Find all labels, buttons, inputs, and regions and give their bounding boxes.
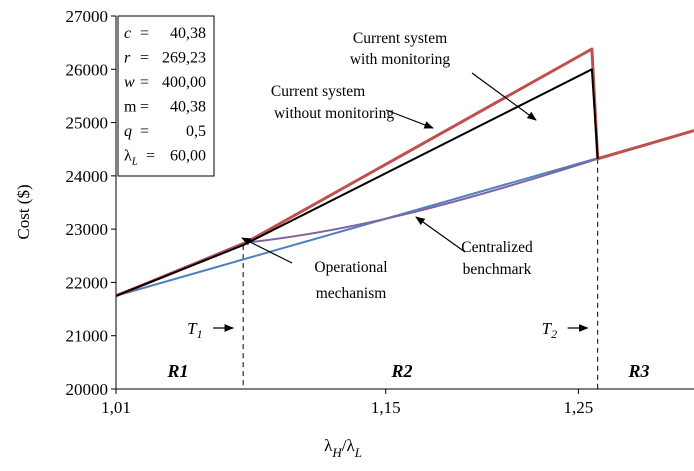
param-name-q: q xyxy=(124,123,132,140)
y-tick-label: 27000 xyxy=(66,7,109,26)
arrow-operational xyxy=(241,237,293,264)
thresholds: T1 T2 xyxy=(187,158,599,389)
label-current-with-monitoring-2: with monitoring xyxy=(350,51,451,68)
param-name-w: w xyxy=(124,74,135,91)
param-name-c: c xyxy=(124,25,131,42)
label-current-with-monitoring-1: Current system xyxy=(353,30,447,47)
x-tick-label: 1,25 xyxy=(564,398,594,417)
label-centralized-1: Centralized xyxy=(461,239,533,256)
param-list: c = 40,38r = 269,23w = 400,00m = 40,38q = 0,5λL = 60… xyxy=(124,25,206,168)
series xyxy=(115,47,694,298)
y-tick-label: 24000 xyxy=(66,167,109,186)
arrow-without-monitoring xyxy=(385,109,434,129)
param-value-3: 40,38 xyxy=(170,99,206,116)
param-eq: = xyxy=(140,50,149,67)
x-tick-label: 1,01 xyxy=(101,398,131,417)
y-ticks: 20000 21000 22000 23000 24000 25000 26000 27000 xyxy=(66,7,116,399)
y-tick-label: 23000 xyxy=(66,220,109,239)
arrow-with-monitoring xyxy=(471,72,537,121)
annotation-arrows xyxy=(241,72,537,264)
label-operational-1: Operational xyxy=(314,259,387,276)
x-tick-label: 1,15 xyxy=(371,398,401,417)
x-axis-title: λH/λL xyxy=(324,436,362,460)
param-eq: = xyxy=(140,123,149,140)
param-eq: = xyxy=(140,25,149,42)
param-eq: = xyxy=(140,99,149,116)
threshold-label-t2: T2 xyxy=(542,319,557,341)
region-r1: R1 xyxy=(166,361,188,381)
axes xyxy=(115,16,694,390)
threshold-label-t1: T1 xyxy=(187,319,202,341)
param-value-5: 60,00 xyxy=(170,148,206,165)
y-tick-label: 25000 xyxy=(66,114,109,133)
label-centralized-2: benchmark xyxy=(463,261,532,278)
label-current-without-monitoring-2: without monitoring xyxy=(274,105,394,122)
param-eq: = xyxy=(146,148,155,165)
param-value-0: 40,38 xyxy=(170,25,206,42)
param-name-m: m xyxy=(124,99,137,116)
param-value-1: 269,23 xyxy=(162,50,206,67)
region-r3: R3 xyxy=(627,361,649,381)
param-name-r: r xyxy=(124,50,131,67)
y-tick-label: 22000 xyxy=(66,273,109,292)
param-value-2: 400,00 xyxy=(162,74,206,91)
series-line-2 xyxy=(115,129,694,297)
param-name-lambda: λL xyxy=(124,148,138,168)
y-tick-label: 20000 xyxy=(66,380,109,399)
param-box-frame xyxy=(117,15,215,177)
y-tick-label: 21000 xyxy=(66,327,109,346)
series-line-1 xyxy=(115,68,599,297)
y-tick-label: 26000 xyxy=(66,60,109,79)
label-operational-2: mechanism xyxy=(316,285,387,302)
param-value-4: 0,5 xyxy=(186,123,206,140)
param-eq: = xyxy=(140,74,149,91)
label-current-without-monitoring-1: Current system xyxy=(271,83,365,100)
y-axis-title: Cost ($) xyxy=(14,184,33,239)
arrow-centralized xyxy=(415,216,466,253)
region-r2: R2 xyxy=(390,361,412,381)
param-box: c = 40,38r = 269,23w = 400,00m = 40,38q = 0,5λL = 60… xyxy=(117,15,215,177)
x-ticks: 1,01 1,15 1,25 xyxy=(101,389,593,417)
